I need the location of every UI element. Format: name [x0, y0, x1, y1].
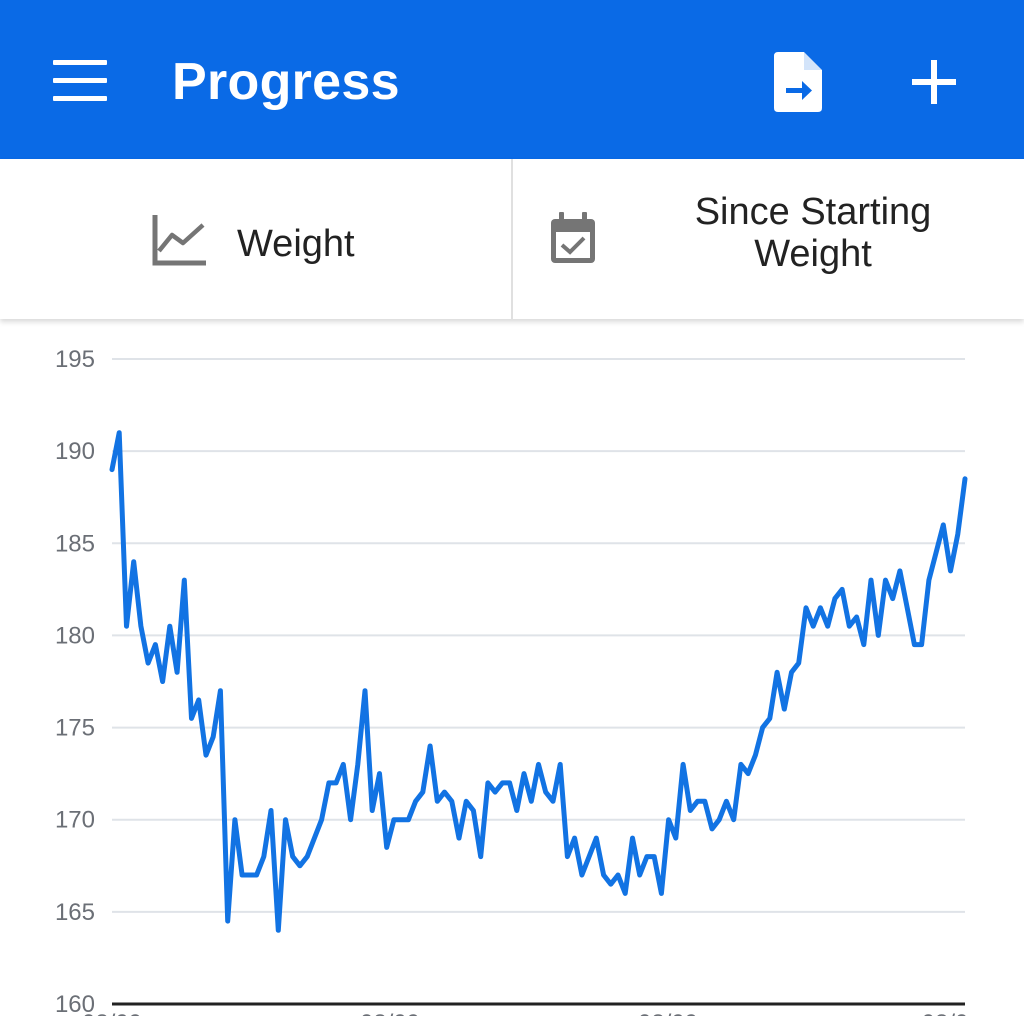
y-tick-label: 175: [55, 715, 95, 742]
app-bar: Progress: [0, 0, 1024, 159]
divider: [511, 159, 513, 319]
y-tick-label: 180: [55, 622, 95, 649]
line-chart-icon: [152, 215, 206, 266]
plus-icon: [912, 60, 956, 104]
export-document-icon: [774, 52, 822, 112]
y-tick-label: 160: [55, 991, 95, 1016]
weight-chart: 160 165 170 175 180 185 190 195 08/09 08/09 08/09 0…: [0, 319, 1024, 1016]
selector-bar: Weight Since Starting Weight: [0, 159, 1024, 319]
weight-line-chart: 160 165 170 175 180 185 190 195 08/09 08/09 08/09 0…: [55, 346, 969, 1016]
y-tick-label: 185: [55, 530, 95, 557]
calendar-check-icon: [551, 212, 595, 263]
menu-button[interactable]: [44, 50, 116, 110]
y-tick-label: 195: [55, 346, 95, 373]
weight-series-line: [109, 430, 968, 933]
metric-selector[interactable]: Weight: [0, 159, 511, 319]
metric-label: Weight: [237, 223, 355, 265]
x-tick-label: 08/09: [638, 1010, 698, 1016]
add-button[interactable]: [900, 46, 968, 118]
range-label: Since Starting Weight: [663, 191, 963, 275]
x-tick-label: 08/09: [360, 1010, 420, 1016]
x-tick-label: 08/09: [82, 1010, 142, 1016]
export-button[interactable]: [764, 46, 832, 118]
y-tick-label: 165: [55, 899, 95, 926]
y-tick-label: 190: [55, 438, 95, 465]
range-label-line1: Since Starting: [694, 191, 932, 233]
range-label-line2: Weight: [754, 233, 872, 275]
y-tick-label: 170: [55, 807, 95, 834]
x-tick-label: 08/0: [922, 1010, 969, 1016]
page-title: Progress: [172, 53, 400, 111]
range-selector[interactable]: Since Starting Weight: [513, 159, 1024, 319]
